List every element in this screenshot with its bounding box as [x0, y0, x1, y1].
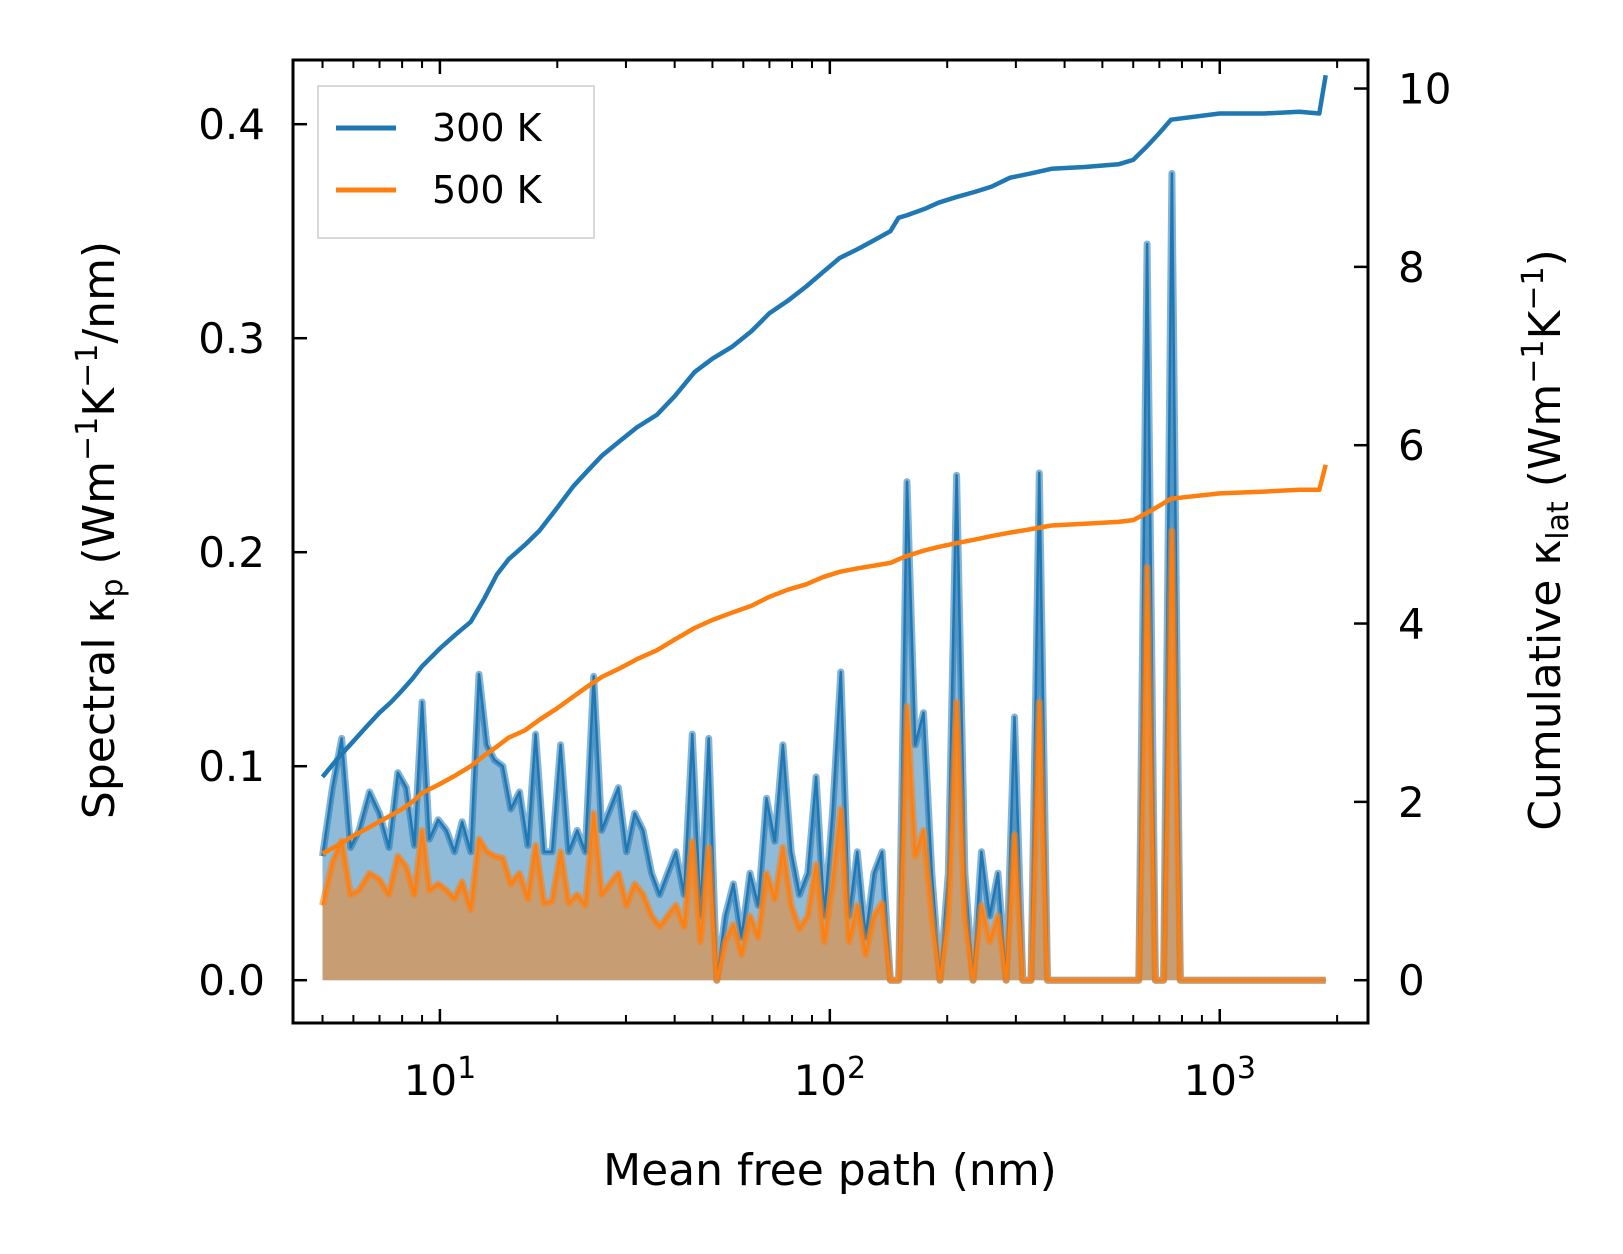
x-tick-label: 103 — [1183, 1051, 1256, 1106]
series-fill-500-k-spectral — [322, 530, 1326, 981]
x-axis-title: Mean free path (nm) — [603, 1145, 1057, 1196]
y-right-tick-label: 6 — [1398, 421, 1425, 470]
legend-label-300k: 300 K — [432, 106, 543, 150]
spectral-fills — [319, 169, 1326, 984]
data-lines — [320, 74, 1328, 856]
series-line-500-k-cumulative — [321, 464, 1328, 856]
x-tick-label: 101 — [404, 1051, 477, 1106]
y-right-tick-label: 8 — [1398, 243, 1425, 292]
y-left-tick-label: 0.3 — [198, 314, 265, 363]
series-line-300-k-cumulative — [320, 74, 1328, 779]
ticks: 101 102 103 0.0 0.1 0.2 0.3 0.4 0 2 4 6 8 10 — [198, 60, 1451, 1105]
y-left-tick-label: 0.1 — [198, 742, 265, 791]
y-right-tick-label: 4 — [1398, 600, 1425, 649]
y-right-axis-title: Cumulative κlat (Wm−1K−1) — [1516, 249, 1576, 831]
legend-label-500k: 500 K — [432, 168, 543, 212]
y-left-tick-label: 0.4 — [198, 100, 265, 149]
legend: 300 K 500 K — [317, 85, 595, 239]
legend-box — [317, 85, 595, 239]
y-right-tick-label: 10 — [1398, 65, 1451, 114]
y-left-axis-title: Spectral κp (Wm−1K−1/nm) — [70, 241, 130, 819]
y-right-tick-label: 0 — [1398, 956, 1425, 1005]
x-tick-label: 102 — [794, 1051, 867, 1106]
y-right-tick-label: 2 — [1398, 778, 1425, 827]
series-line-500-k-spectral — [321, 529, 1326, 982]
y-left-tick-label: 0.0 — [198, 956, 265, 1005]
plot-frame — [291, 58, 1370, 1025]
y-left-tick-label: 0.2 — [198, 528, 265, 577]
